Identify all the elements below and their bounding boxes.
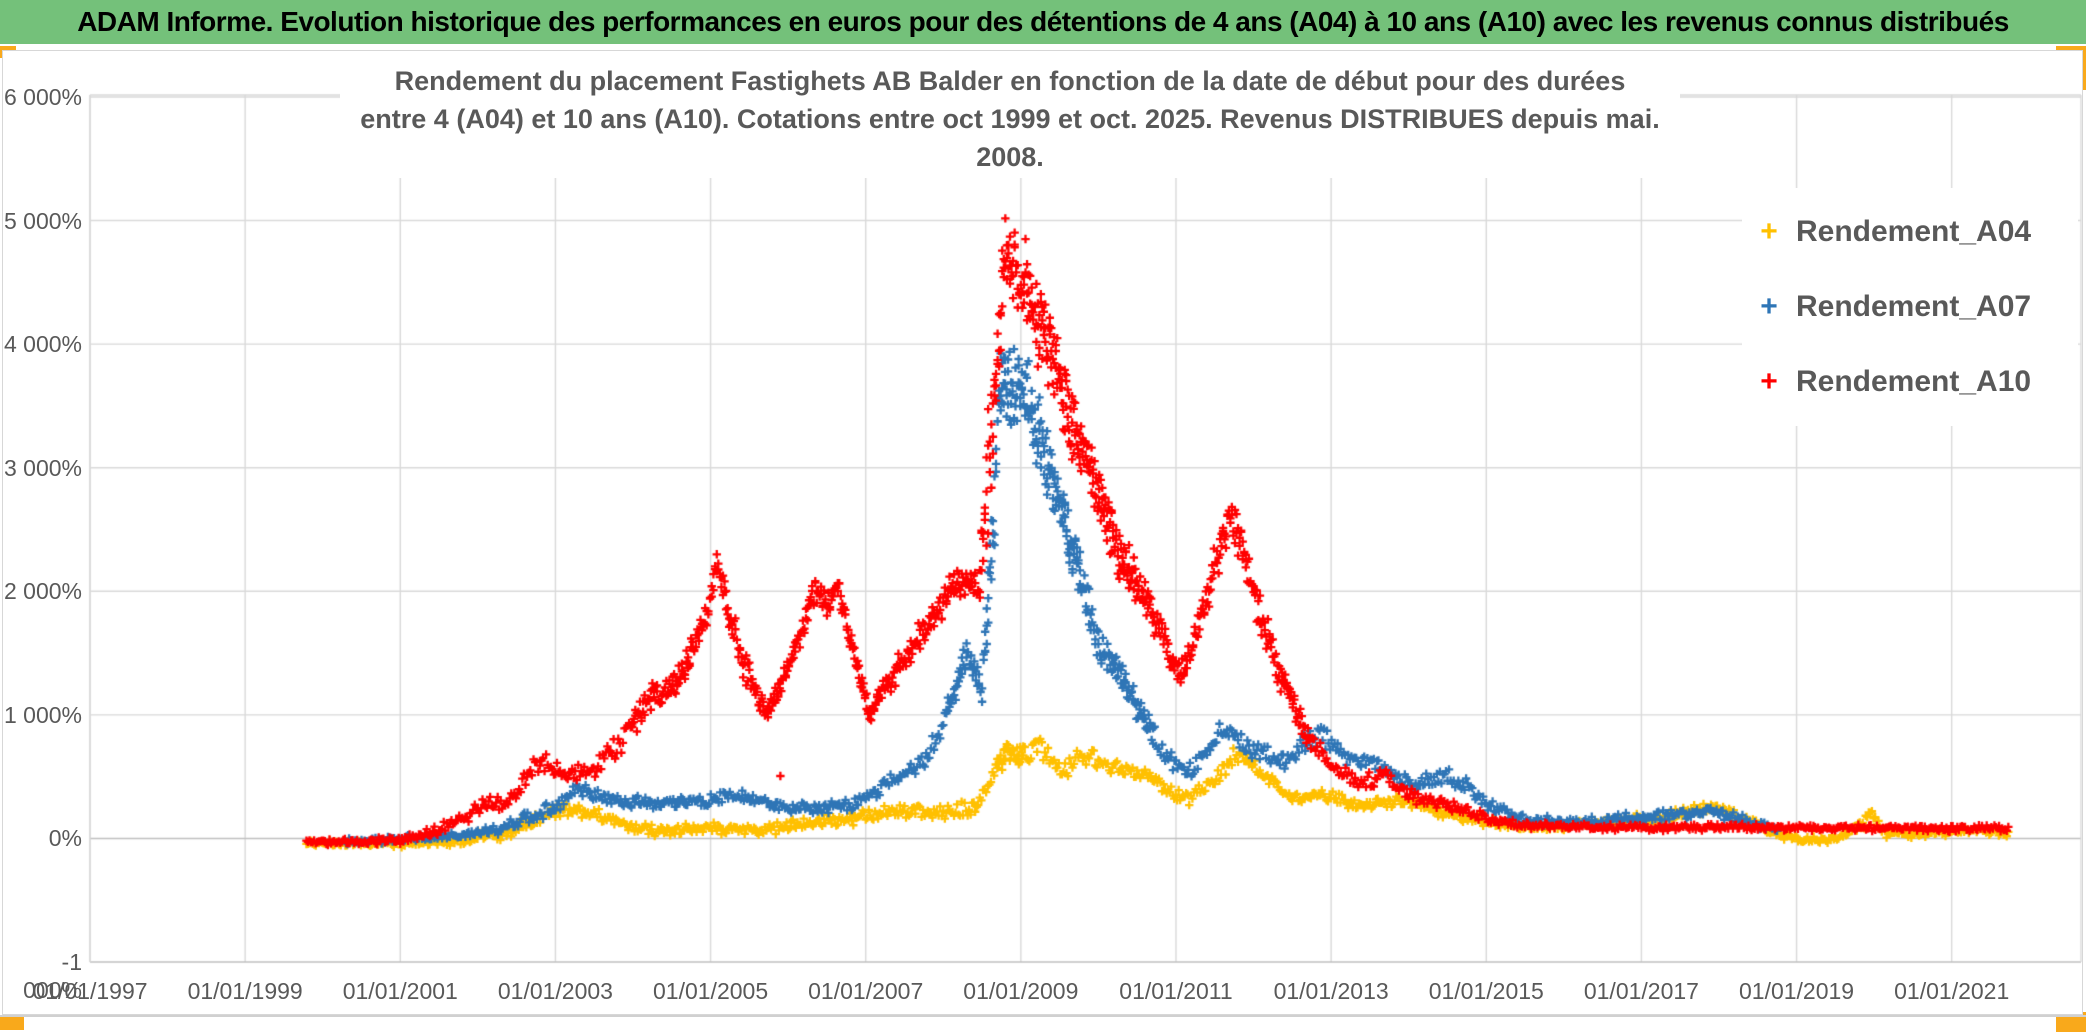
y-axis-label: 3 000% — [3, 454, 82, 481]
x-axis-label: 01/01/2009 — [963, 978, 1079, 1004]
x-axis-label: 01/01/2011 — [1119, 978, 1233, 1004]
legend-item-A07[interactable]: + Rendement_A07 — [1742, 290, 2078, 324]
y-axis-label: 4 000% — [3, 331, 82, 358]
x-axis-label: 01/01/2005 — [653, 978, 769, 1004]
x-axis-label: 01/01/1997 — [32, 978, 148, 1004]
chart-title-line2: entre 4 (A04) et 10 ans (A10). Cotations… — [360, 104, 1660, 172]
y-axis-label: 0% — [48, 825, 82, 852]
x-axis-label: 01/01/2019 — [1738, 978, 1855, 1004]
y-axis-label: 2 000% — [3, 578, 82, 605]
x-axis-label: 01/01/2013 — [1273, 978, 1389, 1004]
bottom-strip — [0, 1015, 2086, 1032]
x-axis-label: 01/01/2021 — [1894, 978, 2010, 1004]
legend-label: Rendement_A07 — [1796, 289, 2032, 323]
bottom-strip-accent-right — [2056, 1017, 2086, 1032]
legend-label: Rendement_A10 — [1796, 365, 2032, 399]
chart-legend: + Rendement_A04 + Rendement_A07 + Rendement_A… — [1742, 188, 2078, 426]
chart-title-line1: Rendement du placement Fastighets AB Bal… — [394, 66, 1626, 96]
x-axis-label: 01/01/2003 — [497, 978, 613, 1004]
legend-plus-marker-icon: + — [1760, 289, 1778, 323]
legend-plus-marker-icon: + — [1760, 365, 1778, 399]
x-axis-label: 01/01/2015 — [1428, 978, 1544, 1004]
x-axis-label: 01/01/2017 — [1583, 978, 1699, 1004]
y-axis-label: 1 000% — [3, 701, 82, 728]
x-axis-label: 01/01/2007 — [808, 978, 924, 1004]
legend-item-A10[interactable]: + Rendement_A10 — [1742, 365, 2078, 399]
bottom-strip-accent-left — [0, 1017, 24, 1030]
y-axis-label: 6 000% — [3, 84, 82, 110]
legend-item-A04[interactable]: + Rendement_A04 — [1742, 215, 2078, 249]
x-axis-label: 01/01/2001 — [342, 978, 458, 1004]
x-axis-label: 01/01/1999 — [187, 978, 303, 1004]
y-axis-label: 5 000% — [3, 207, 82, 234]
legend-plus-marker-icon: + — [1760, 214, 1778, 248]
legend-label: Rendement_A04 — [1796, 214, 2032, 248]
chart-title: Rendement du placement Fastighets AB Bal… — [340, 60, 1680, 178]
y-axis-label: -1 000% — [23, 948, 82, 1003]
